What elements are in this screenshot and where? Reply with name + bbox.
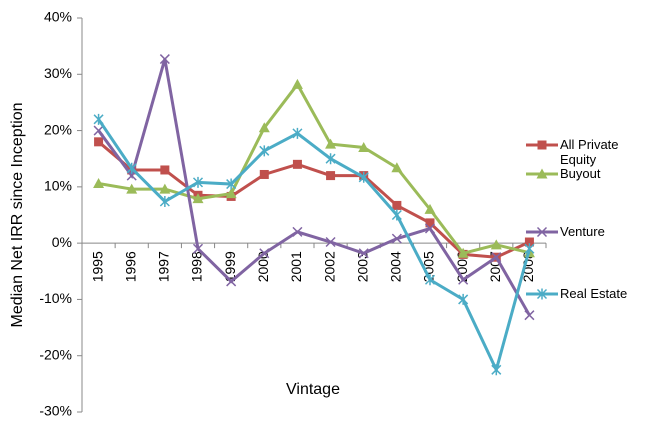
legend-label: Real Estate: [560, 286, 628, 301]
x-tick-label: 2003: [354, 251, 370, 282]
marker: [94, 137, 104, 147]
marker: [226, 178, 237, 190]
series-line: [97, 140, 531, 259]
marker: [192, 243, 204, 254]
marker: [126, 183, 138, 194]
x-tick-label: 1996: [122, 251, 138, 282]
marker: [93, 113, 104, 125]
marker: [524, 237, 534, 247]
legend-label: All Private Equity: [560, 137, 619, 167]
x-tick-label: 1997: [156, 251, 172, 282]
marker: [391, 162, 403, 173]
marker: [325, 138, 337, 149]
marker: [524, 310, 535, 321]
y-tick-label: 10%: [44, 178, 72, 194]
marker: [325, 153, 336, 165]
series-line: [97, 118, 531, 375]
x-tick-label: 2004: [388, 251, 404, 282]
marker: [192, 176, 204, 188]
marker: [159, 195, 170, 207]
legend-label: Venture: [560, 224, 605, 239]
marker: [126, 162, 137, 174]
marker: [536, 168, 548, 179]
y-tick-label: 0%: [52, 234, 72, 250]
marker: [391, 209, 402, 221]
x-axis-title: Vintage: [286, 381, 340, 398]
marker: [259, 248, 270, 259]
y-axis-title: Median Net IRR since Inception: [9, 103, 26, 328]
marker: [491, 364, 502, 376]
marker: [259, 169, 269, 179]
x-tick-label: 2001: [288, 251, 304, 282]
marker: [258, 122, 270, 133]
series-line: [97, 58, 531, 316]
marker: [358, 141, 370, 152]
marker: [392, 200, 402, 210]
marker: [524, 243, 535, 255]
marker: [159, 183, 171, 194]
marker: [536, 226, 548, 238]
marker: [292, 127, 303, 139]
y-tick-label: -20%: [39, 346, 72, 362]
marker: [358, 248, 369, 259]
x-tick-label: 1998: [189, 251, 205, 282]
marker: [325, 236, 336, 248]
marker: [292, 226, 303, 237]
marker: [226, 276, 237, 287]
marker: [458, 293, 469, 305]
marker: [424, 203, 436, 214]
marker: [491, 252, 502, 263]
marker: [259, 145, 270, 157]
x-tick-label: 2002: [321, 251, 337, 282]
x-tick-label: 2005: [421, 251, 437, 282]
y-tick-label: 30%: [44, 65, 72, 81]
y-tick-label: -30%: [39, 403, 72, 419]
marker: [160, 165, 170, 175]
marker: [424, 274, 436, 286]
marker: [490, 239, 502, 250]
series-line: [98, 81, 530, 255]
marker: [457, 247, 469, 258]
x-tick-label: 2008: [520, 251, 536, 282]
marker: [326, 171, 336, 181]
marker: [292, 159, 302, 169]
marker: [424, 223, 436, 234]
marker: [358, 171, 369, 183]
marker: [425, 218, 435, 228]
marker: [536, 288, 548, 300]
marker: [537, 140, 547, 150]
marker: [159, 54, 170, 65]
marker: [225, 188, 237, 199]
y-tick-label: 20%: [44, 121, 72, 137]
legend-label: Buyout: [560, 166, 601, 181]
marker: [291, 78, 303, 89]
x-tick-label: 1995: [89, 251, 105, 282]
marker: [192, 193, 204, 204]
y-tick-label: 40%: [44, 9, 72, 25]
marker: [93, 177, 105, 188]
marker: [93, 125, 104, 136]
marker: [391, 233, 402, 244]
y-tick-label: -10%: [39, 290, 72, 306]
marker: [458, 274, 469, 285]
